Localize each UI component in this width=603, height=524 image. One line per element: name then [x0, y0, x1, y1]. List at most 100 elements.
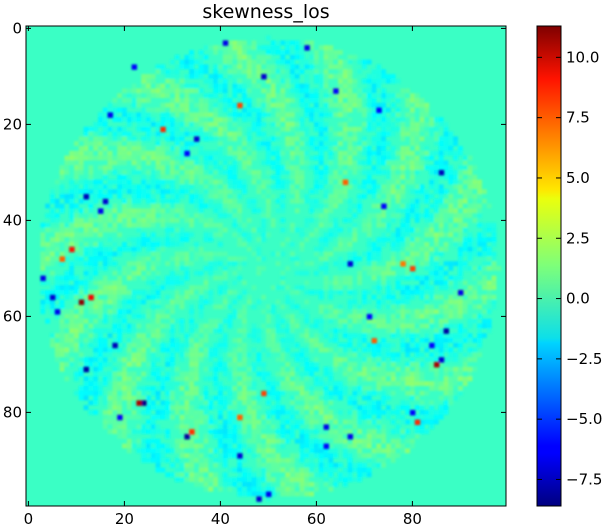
heatmap-cell: [429, 270, 434, 276]
heatmap-cell: [189, 170, 194, 175]
heatmap-cell: [122, 304, 127, 310]
heatmap-cell: [304, 352, 310, 358]
heatmap-cell: [338, 78, 343, 84]
heatmap-cell: [371, 261, 377, 266]
heatmap-cell: [395, 112, 401, 118]
heatmap-cell: [194, 376, 199, 382]
heatmap-cell: [179, 194, 185, 199]
heatmap-cell: [323, 45, 329, 50]
heatmap-cell: [299, 309, 305, 314]
heatmap-cell: [131, 414, 137, 420]
heatmap-cell: [170, 102, 175, 108]
heatmap-cell: [381, 338, 386, 343]
heatmap-cell: [443, 366, 449, 372]
heatmap-cell: [366, 467, 372, 473]
heatmap-cell: [347, 93, 353, 98]
heatmap-cell: [222, 443, 228, 449]
heatmap-cell: [266, 232, 271, 238]
heatmap-cell: [59, 189, 65, 194]
heatmap-cell: [304, 419, 310, 425]
heatmap-cell: [285, 184, 290, 190]
heatmap-cell: [362, 366, 367, 372]
heatmap-cell: [347, 381, 353, 386]
heatmap-cell: [45, 318, 50, 324]
heatmap-cell: [414, 366, 420, 372]
heatmap-cell: [491, 227, 497, 233]
heatmap-cell: [256, 333, 262, 338]
heatmap-cell: [136, 184, 142, 190]
heatmap-cell: [371, 400, 377, 406]
heatmap-cell: [227, 54, 233, 60]
heatmap-cell: [184, 126, 190, 132]
heatmap-cell: [160, 410, 166, 415]
heatmap-cell: [117, 141, 122, 146]
heatmap-cell: [112, 405, 118, 410]
heatmap-cell: [98, 136, 103, 142]
heatmap-cell: [424, 242, 430, 247]
heatmap-cell: [136, 323, 142, 329]
heatmap-cell: [222, 395, 228, 401]
heatmap-cell: [371, 438, 377, 444]
heatmap-cell: [194, 189, 199, 194]
heatmap-cell: [98, 131, 103, 137]
heatmap-cell: [333, 285, 338, 290]
heatmap-cell: [453, 280, 458, 286]
heatmap-cell: [381, 146, 386, 151]
heatmap-cell: [314, 357, 319, 362]
heatmap-cell: [174, 266, 180, 271]
heatmap-cell: [232, 347, 238, 353]
heatmap-cell: [88, 333, 94, 338]
heatmap-cell: [122, 189, 127, 194]
heatmap-cell: [357, 342, 362, 348]
heatmap-cell: [376, 410, 382, 415]
heatmap-cell: [251, 203, 257, 209]
heatmap-cell: [318, 266, 324, 271]
heatmap-cell: [208, 419, 214, 425]
heatmap-cell: [194, 213, 199, 218]
heatmap-cell: [227, 434, 233, 439]
heatmap-cell: [122, 107, 127, 113]
heatmap-cell: [357, 453, 362, 458]
heatmap-cell: [395, 93, 401, 98]
heatmap-cell: [275, 78, 281, 84]
heatmap-cell: [304, 328, 310, 334]
heatmap-cell: [462, 376, 468, 382]
heatmap-cell: [410, 174, 415, 180]
heatmap-cell: [246, 410, 252, 415]
heatmap-cell: [318, 462, 324, 468]
heatmap-cell: [227, 410, 233, 415]
heatmap-cell: [453, 357, 458, 362]
heatmap-cell: [318, 290, 324, 295]
heatmap-cell: [242, 333, 247, 338]
heatmap-cell: [333, 477, 338, 482]
heatmap-cell: [88, 400, 94, 406]
y-tick-label: 40: [3, 211, 22, 229]
heatmap-cell: [203, 218, 209, 223]
heatmap-cell: [146, 112, 151, 118]
heatmap-cell: [352, 390, 358, 396]
heatmap-cell: [126, 150, 132, 156]
heatmap-cell: [170, 155, 175, 161]
heatmap-cell: [328, 434, 334, 439]
heatmap-cell: [429, 405, 434, 410]
heatmap-cell: [136, 102, 142, 108]
heatmap-cell: [237, 424, 242, 430]
heatmap-cell: [386, 304, 391, 310]
heatmap-cell: [462, 237, 468, 242]
heatmap-cell: [410, 179, 415, 185]
heatmap-cell: [318, 309, 324, 314]
heatmap-cell: [381, 352, 386, 358]
heatmap-cell: [318, 131, 324, 137]
heatmap-cell: [251, 381, 257, 386]
heatmap-cell: [170, 256, 175, 262]
heatmap-cell: [170, 275, 175, 281]
heatmap-cell: [294, 54, 300, 60]
heatmap-cell: [400, 155, 406, 161]
heatmap-cell: [237, 131, 242, 137]
heatmap-cell: [366, 443, 372, 449]
heatmap-cell: [165, 203, 170, 209]
heatmap-cell: [256, 352, 262, 358]
heatmap-cell: [194, 482, 199, 487]
heatmap-cell: [270, 438, 276, 444]
heatmap-cell: [184, 122, 190, 127]
